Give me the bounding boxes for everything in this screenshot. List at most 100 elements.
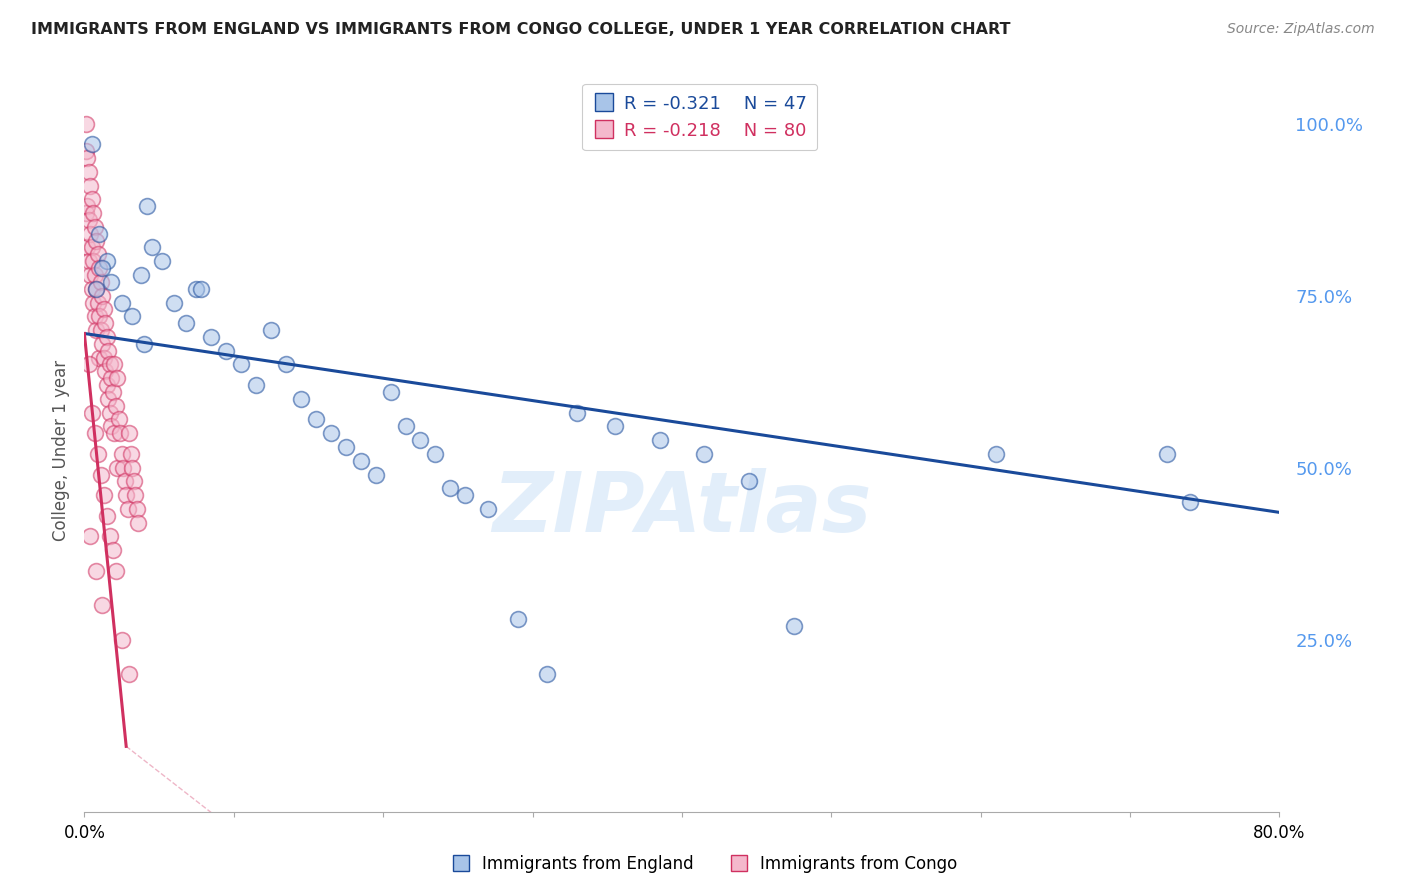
Point xyxy=(141,240,163,254)
Point xyxy=(783,619,806,633)
Point xyxy=(174,316,197,330)
Point xyxy=(82,295,104,310)
Point xyxy=(200,330,222,344)
Point xyxy=(100,371,122,385)
Point xyxy=(245,378,267,392)
Point xyxy=(409,433,432,447)
Point xyxy=(93,302,115,317)
Point xyxy=(274,358,297,372)
Point xyxy=(454,488,477,502)
Point xyxy=(335,440,357,454)
Point xyxy=(98,529,121,543)
Legend: R = -0.321    N = 47, R = -0.218    N = 80: R = -0.321 N = 47, R = -0.218 N = 80 xyxy=(582,84,817,151)
Point xyxy=(117,502,139,516)
Point xyxy=(91,261,114,276)
Point xyxy=(136,199,159,213)
Point xyxy=(104,399,127,413)
Point xyxy=(111,632,134,647)
Point xyxy=(83,219,105,234)
Point xyxy=(97,392,120,406)
Point xyxy=(124,488,146,502)
Point xyxy=(94,364,117,378)
Point xyxy=(100,275,122,289)
Point xyxy=(114,475,136,489)
Point xyxy=(98,406,121,420)
Point xyxy=(96,330,118,344)
Point xyxy=(89,227,111,241)
Point xyxy=(105,460,128,475)
Point xyxy=(738,475,761,489)
Point xyxy=(984,447,1007,461)
Point xyxy=(77,358,100,372)
Point xyxy=(648,433,671,447)
Point xyxy=(98,358,121,372)
Point xyxy=(96,254,118,268)
Point xyxy=(115,488,138,502)
Point xyxy=(91,599,114,613)
Point xyxy=(82,206,104,220)
Point xyxy=(77,213,100,227)
Point xyxy=(121,310,143,324)
Point xyxy=(129,268,152,282)
Point xyxy=(260,323,283,337)
Point xyxy=(86,282,108,296)
Point xyxy=(97,343,120,358)
Point xyxy=(89,261,111,276)
Point xyxy=(439,481,461,495)
Point xyxy=(103,358,125,372)
Point xyxy=(100,419,122,434)
Point xyxy=(83,310,105,324)
Point xyxy=(105,371,128,385)
Point xyxy=(87,447,110,461)
Point xyxy=(83,426,105,441)
Point xyxy=(75,206,97,220)
Point xyxy=(80,137,103,152)
Point xyxy=(96,508,118,523)
Point xyxy=(425,447,447,461)
Point xyxy=(80,406,103,420)
Point xyxy=(75,144,97,158)
Point xyxy=(112,460,135,475)
Point xyxy=(76,151,98,165)
Point xyxy=(91,336,114,351)
Point xyxy=(90,323,112,337)
Point xyxy=(305,412,328,426)
Point xyxy=(90,467,112,482)
Point xyxy=(127,516,149,530)
Point xyxy=(380,384,402,399)
Point xyxy=(89,351,111,365)
Point xyxy=(91,288,114,302)
Point xyxy=(290,392,312,406)
Point xyxy=(107,412,129,426)
Point xyxy=(394,419,416,434)
Point xyxy=(82,254,104,268)
Point xyxy=(79,227,101,241)
Point xyxy=(1156,447,1178,461)
Point xyxy=(603,419,626,434)
Point xyxy=(86,323,108,337)
Point xyxy=(80,240,103,254)
Point xyxy=(231,358,253,372)
Point xyxy=(90,275,112,289)
Point xyxy=(132,336,156,351)
Point xyxy=(86,282,108,296)
Point xyxy=(163,295,186,310)
Point xyxy=(120,447,142,461)
Point xyxy=(79,178,101,193)
Point xyxy=(693,447,716,461)
Point xyxy=(93,351,115,365)
Text: ZIPAtlas: ZIPAtlas xyxy=(492,467,872,549)
Point xyxy=(79,529,101,543)
Point xyxy=(77,254,100,268)
Point xyxy=(87,295,110,310)
Point xyxy=(103,426,125,441)
Point xyxy=(77,165,100,179)
Y-axis label: College, Under 1 year: College, Under 1 year xyxy=(52,359,70,541)
Point xyxy=(122,475,145,489)
Point xyxy=(93,488,115,502)
Point xyxy=(89,310,111,324)
Point xyxy=(186,282,208,296)
Point xyxy=(1178,495,1201,509)
Point xyxy=(110,426,132,441)
Point xyxy=(118,667,141,681)
